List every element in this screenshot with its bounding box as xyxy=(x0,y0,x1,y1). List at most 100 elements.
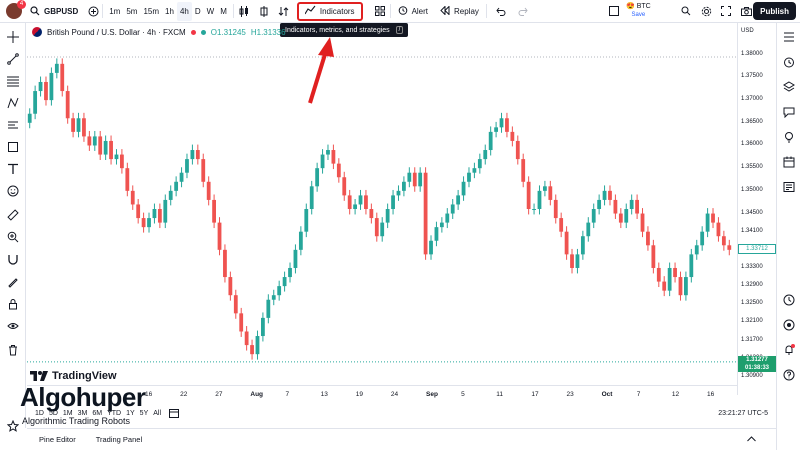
watchlist-icon[interactable] xyxy=(780,28,798,46)
timeframe-15m[interactable]: 15m xyxy=(143,6,160,16)
gear-icon[interactable] xyxy=(700,2,712,21)
text-tool-icon[interactable] xyxy=(4,160,22,178)
range-6m[interactable]: 6M xyxy=(92,410,103,417)
fullscreen-icon[interactable] xyxy=(720,2,732,21)
ideas-icon[interactable] xyxy=(780,128,798,146)
candle-body xyxy=(233,295,238,314)
alert-button[interactable]: Alert xyxy=(394,2,432,21)
timeframe-4h[interactable]: 4h xyxy=(176,1,192,21)
zoom-in-icon[interactable] xyxy=(4,228,22,246)
timeframe-1m[interactable]: 1m xyxy=(109,6,121,16)
notifications-icon[interactable] xyxy=(780,341,798,359)
pattern-icon[interactable] xyxy=(4,94,22,112)
price-tick-label: 1.38000 xyxy=(741,50,763,57)
calendar-icon[interactable] xyxy=(780,153,798,171)
algohuper-brand: Algohuper xyxy=(20,382,146,412)
star-icon[interactable] xyxy=(4,417,22,435)
emoji-icon[interactable] xyxy=(4,182,22,200)
candle-body xyxy=(65,91,70,119)
ruler-icon[interactable] xyxy=(4,206,22,224)
range-5d[interactable]: 5D xyxy=(48,410,58,417)
object-tree-icon[interactable] xyxy=(780,78,798,96)
undo-icon[interactable] xyxy=(494,2,508,21)
tab-trading-panel[interactable]: Trading Panel xyxy=(95,435,143,444)
crosshair-icon[interactable] xyxy=(4,28,22,46)
range-all[interactable]: All xyxy=(153,410,162,417)
candle-body xyxy=(223,249,227,278)
price-tick-label: 1.32900 xyxy=(741,282,763,289)
eye-icon[interactable] xyxy=(4,317,22,335)
layout-icon[interactable] xyxy=(608,2,620,21)
price-axis[interactable]: USD 1.38000 1.37500 1.37000 1.36500 1.36000 1… xyxy=(737,23,776,395)
replay-button[interactable]: Replay xyxy=(436,2,483,21)
redo-icon[interactable] xyxy=(516,2,530,21)
camera-icon[interactable] xyxy=(740,2,752,21)
timeframe-W[interactable]: W xyxy=(206,6,215,16)
candle-body xyxy=(418,172,423,187)
legend-high: H1.31336 xyxy=(250,27,286,37)
time-axis[interactable]: 16 22 27 Aug 7 13 19 24 Sep 5 11 17 23 Oct 7 12 16 xyxy=(27,385,737,403)
range-1y[interactable]: 1Y xyxy=(126,410,135,417)
timeframe-D[interactable]: D xyxy=(194,6,201,16)
search-icon[interactable] xyxy=(30,2,40,21)
legend-title[interactable]: British Pound / U.S. Dollar · 4h · FXCM xyxy=(47,27,186,37)
time-tick-label: Aug xyxy=(250,391,264,398)
candle-body xyxy=(396,190,401,196)
candle-body xyxy=(364,195,368,209)
range-1m[interactable]: 1M xyxy=(62,410,73,417)
time-tick-label: 7 xyxy=(285,391,290,398)
candle-body xyxy=(87,136,92,146)
trash-icon[interactable] xyxy=(4,341,22,359)
stay-drawing-icon[interactable] xyxy=(4,273,22,291)
help-icon[interactable] xyxy=(780,366,798,384)
tab-pine-editor[interactable]: Pine Editor xyxy=(39,435,76,444)
pulse-icon[interactable] xyxy=(780,316,798,334)
candle-body xyxy=(125,168,130,191)
range-1d[interactable]: 1D xyxy=(35,410,44,417)
tradingview-wordmark: TradingView xyxy=(52,370,117,382)
fib-retracement-icon[interactable] xyxy=(4,72,22,90)
timeframe-5m[interactable]: 5m xyxy=(126,6,138,16)
timeframe-M[interactable]: M xyxy=(220,6,227,16)
trend-line-icon[interactable] xyxy=(4,50,22,68)
time-tick-label: 19 xyxy=(355,391,363,398)
candle-body xyxy=(380,222,385,237)
avatar[interactable]: 4 xyxy=(6,0,26,19)
price-tick-label: 1.33300 xyxy=(741,263,763,270)
range-5y[interactable]: 5Y xyxy=(139,410,149,417)
candle-body xyxy=(591,209,596,223)
layout-save-button[interactable]: 😍 BTC Save xyxy=(626,2,651,21)
indicators-button[interactable]: Indicators xyxy=(296,1,363,21)
candle-body xyxy=(206,181,211,200)
candle-body xyxy=(700,231,705,246)
geometric-shapes-icon[interactable] xyxy=(4,138,22,156)
chevron-up-icon[interactable] xyxy=(747,435,756,444)
candle-body xyxy=(510,131,515,141)
screener-icon[interactable] xyxy=(780,291,798,309)
range-ytd[interactable]: YTD xyxy=(107,410,122,417)
price-tick-label: 1.37000 xyxy=(741,96,763,103)
calendar-range-icon[interactable] xyxy=(169,408,180,420)
magnet-icon[interactable] xyxy=(4,251,22,269)
compare-add-icon[interactable] xyxy=(88,2,99,21)
timezone-clock[interactable]: 23:21:27 UTC-5 xyxy=(718,410,768,417)
candle-body xyxy=(27,113,32,123)
price-tick-label: 1.34100 xyxy=(741,227,763,234)
timeframe-1h[interactable]: 1h xyxy=(165,6,174,16)
templates-grid-icon[interactable] xyxy=(373,2,387,21)
chat-icon[interactable] xyxy=(780,103,798,121)
symbol-search-button[interactable]: GBPUSD xyxy=(44,6,79,16)
news-icon[interactable] xyxy=(780,178,798,196)
quick-search-icon[interactable] xyxy=(680,2,692,21)
range-3m[interactable]: 3M xyxy=(77,410,88,417)
currency-label[interactable]: USD xyxy=(741,28,754,34)
bars-icon[interactable] xyxy=(257,2,271,21)
price-chart[interactable] xyxy=(27,23,737,395)
candles-chart-type-icon[interactable] xyxy=(237,2,251,21)
lock-icon[interactable] xyxy=(4,295,22,313)
prediction-icon[interactable] xyxy=(4,116,22,134)
alarm-clock-icon[interactable] xyxy=(780,53,798,71)
sort-icon[interactable] xyxy=(277,2,291,21)
candle-body xyxy=(483,150,488,160)
publish-button[interactable]: Publish xyxy=(753,2,796,20)
